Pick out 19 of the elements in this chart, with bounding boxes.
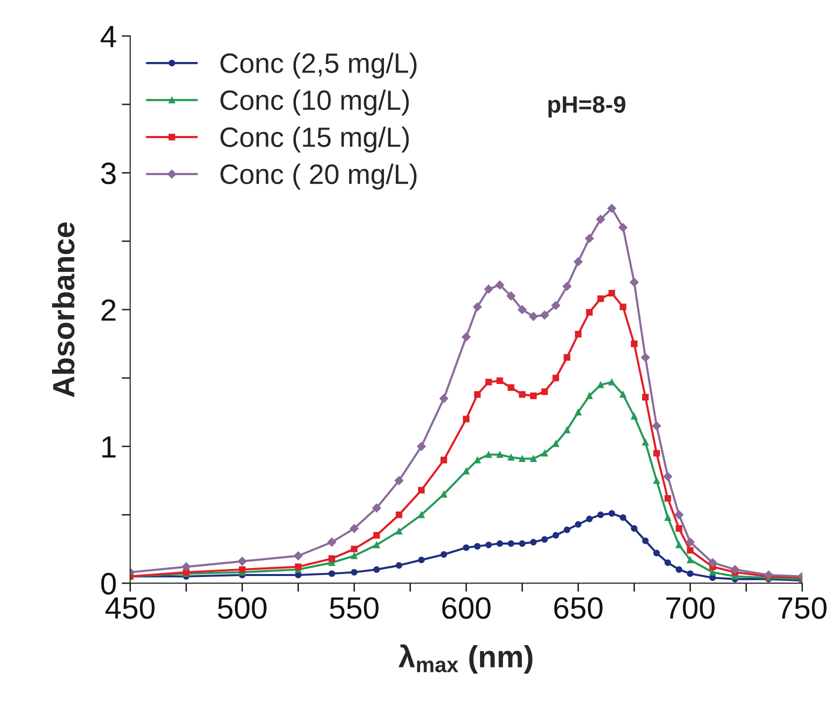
legend-label: Conc (15 mg/L) — [220, 126, 409, 153]
y-tick-label: 0 — [101, 572, 116, 595]
x-tick-label: 750 — [778, 597, 826, 619]
x-tick-label: 600 — [442, 597, 490, 619]
legend-label: Conc (10 mg/L) — [220, 90, 409, 116]
y-tick-label: 4 — [100, 26, 116, 48]
x-tick-label: 550 — [330, 597, 378, 619]
x-tick-label: 700 — [666, 597, 714, 619]
y-tick-label: 1 — [102, 436, 116, 458]
y-axis-title: Absorbance — [52, 222, 75, 398]
y-tick-label: 3 — [101, 162, 116, 184]
x-tick-label: 450 — [105, 597, 154, 619]
x-axis-title: λ$_{max}$ (nm) — [398, 644, 532, 674]
x-tick-label: 650 — [554, 597, 602, 619]
y-tick-label: 2 — [102, 299, 116, 321]
legend-label: Conc ( 20 mg/L) — [220, 164, 417, 190]
annotation: pH=8-9 — [548, 96, 626, 118]
x-tick-label: 500 — [218, 597, 266, 619]
legend-label: Conc (2,5 mg/L) — [220, 52, 417, 79]
